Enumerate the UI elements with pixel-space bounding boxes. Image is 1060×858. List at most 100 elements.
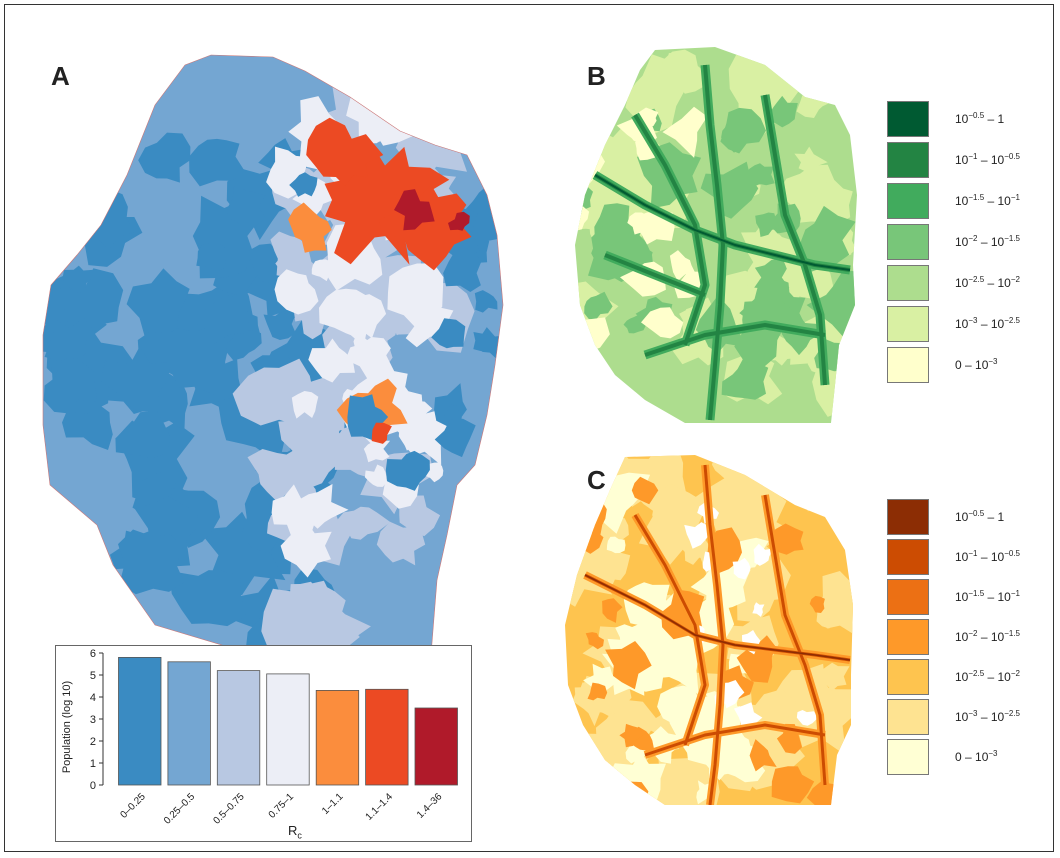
legend-b-label: 10−1.5 – 10−1 <box>955 193 1020 208</box>
map-region <box>115 410 171 459</box>
legend-b-swatch <box>887 101 929 137</box>
map-region <box>189 138 247 187</box>
map-region <box>588 772 628 805</box>
map-region <box>661 49 707 94</box>
map-road <box>594 174 851 271</box>
map-region <box>227 186 266 233</box>
map-region <box>168 570 247 627</box>
map-c-orange <box>565 455 853 805</box>
legend-c-item: 10−1.5 – 10−1 <box>887 579 1057 615</box>
map-region <box>770 523 804 555</box>
map-region <box>721 121 748 153</box>
legend-b-swatch <box>887 306 929 342</box>
map-region <box>809 595 825 613</box>
map-region <box>62 265 95 294</box>
map-region <box>771 766 815 804</box>
panel-a-label: A <box>51 61 70 91</box>
map-region <box>631 476 659 505</box>
legend-b-item: 10−1 – 10−0.5 <box>887 142 1057 178</box>
map-region <box>605 641 652 690</box>
map-road <box>763 494 827 786</box>
map-region <box>587 774 612 802</box>
map-region <box>684 522 710 549</box>
map-region <box>387 263 444 330</box>
bar <box>365 688 409 786</box>
legend-c-item: 10−0.5 – 1 <box>887 499 1057 535</box>
map-region <box>126 268 190 338</box>
map-region <box>619 723 644 748</box>
legend-c-item: 10−3 – 10−2.5 <box>887 699 1057 735</box>
map-region <box>60 268 124 333</box>
legend-b-label: 10−0.5 – 1 <box>955 111 1005 126</box>
map-region <box>749 739 777 772</box>
map-region <box>798 205 856 275</box>
bar-y-tick-label: 2 <box>90 736 96 748</box>
map-region <box>623 314 647 334</box>
map-region <box>811 662 850 691</box>
map-region <box>815 571 853 637</box>
map-region <box>474 290 498 313</box>
legend-b-swatch <box>887 347 929 383</box>
legend-b-item: 10−0.5 – 1 <box>887 101 1057 137</box>
legend-c-item: 10−1 – 10−0.5 <box>887 539 1057 575</box>
bar <box>216 670 261 786</box>
map-region <box>565 756 583 780</box>
bar-y-tick-label: 4 <box>90 692 96 704</box>
map-region <box>669 250 697 281</box>
map-region <box>308 338 355 383</box>
map-region <box>734 702 763 731</box>
map-a-rc <box>42 54 504 656</box>
map-region <box>385 450 430 491</box>
map-region <box>196 242 227 272</box>
bar <box>414 707 458 786</box>
map-region <box>270 231 312 278</box>
legend-c-swatch <box>887 499 929 535</box>
bar-y-tick-label: 3 <box>90 714 96 726</box>
map-region <box>602 598 623 623</box>
legend-c-label: 10−2.5 – 10−2 <box>955 669 1020 684</box>
legend-b-label: 10−1 – 10−0.5 <box>955 152 1020 167</box>
map-road <box>703 64 725 421</box>
legend-c-label: 10−1.5 – 10−1 <box>955 589 1020 604</box>
map-region <box>398 409 455 466</box>
legend-c-label: 10−1 – 10−0.5 <box>955 549 1020 564</box>
map-region <box>226 330 262 361</box>
map-region <box>434 418 476 458</box>
map-region <box>150 325 230 395</box>
legend-c-label: 10−2 – 10−1.5 <box>955 629 1020 644</box>
map-region <box>291 391 319 419</box>
map-region <box>755 212 779 237</box>
map-region <box>274 269 319 315</box>
map-region <box>473 332 494 352</box>
map-region <box>636 212 675 245</box>
legend-c-swatch <box>887 619 929 655</box>
legend-b-item: 0 – 10−3 <box>887 347 1057 383</box>
legend-b-label: 10−3 – 10−2.5 <box>955 316 1020 331</box>
map-region <box>689 464 787 549</box>
map-region <box>796 710 819 726</box>
map-region <box>796 455 853 512</box>
map-region <box>284 584 360 652</box>
map-region <box>333 422 391 479</box>
bar <box>167 661 211 786</box>
legend-c-swatch <box>887 579 929 615</box>
map-region <box>584 291 613 320</box>
legend-c-label: 0 – 10−3 <box>955 749 998 764</box>
bar-y-tick-label: 6 <box>90 648 96 660</box>
map-region <box>288 202 332 253</box>
map-region <box>101 346 172 412</box>
map-region <box>364 464 387 487</box>
figure-frame: A B C <box>4 4 1054 852</box>
map-region <box>351 332 387 364</box>
legend-c-label: 10−0.5 – 1 <box>955 509 1005 524</box>
map-region <box>43 352 98 414</box>
map-road <box>644 323 826 357</box>
bar-y-axis: 0 1 2 3 4 5 6 <box>90 648 104 792</box>
legend-c-swatch <box>887 659 929 695</box>
map-region <box>292 176 336 218</box>
map-region <box>753 543 774 566</box>
legend-b-swatch <box>887 224 929 260</box>
map-region <box>634 757 720 805</box>
map-region <box>443 248 482 292</box>
